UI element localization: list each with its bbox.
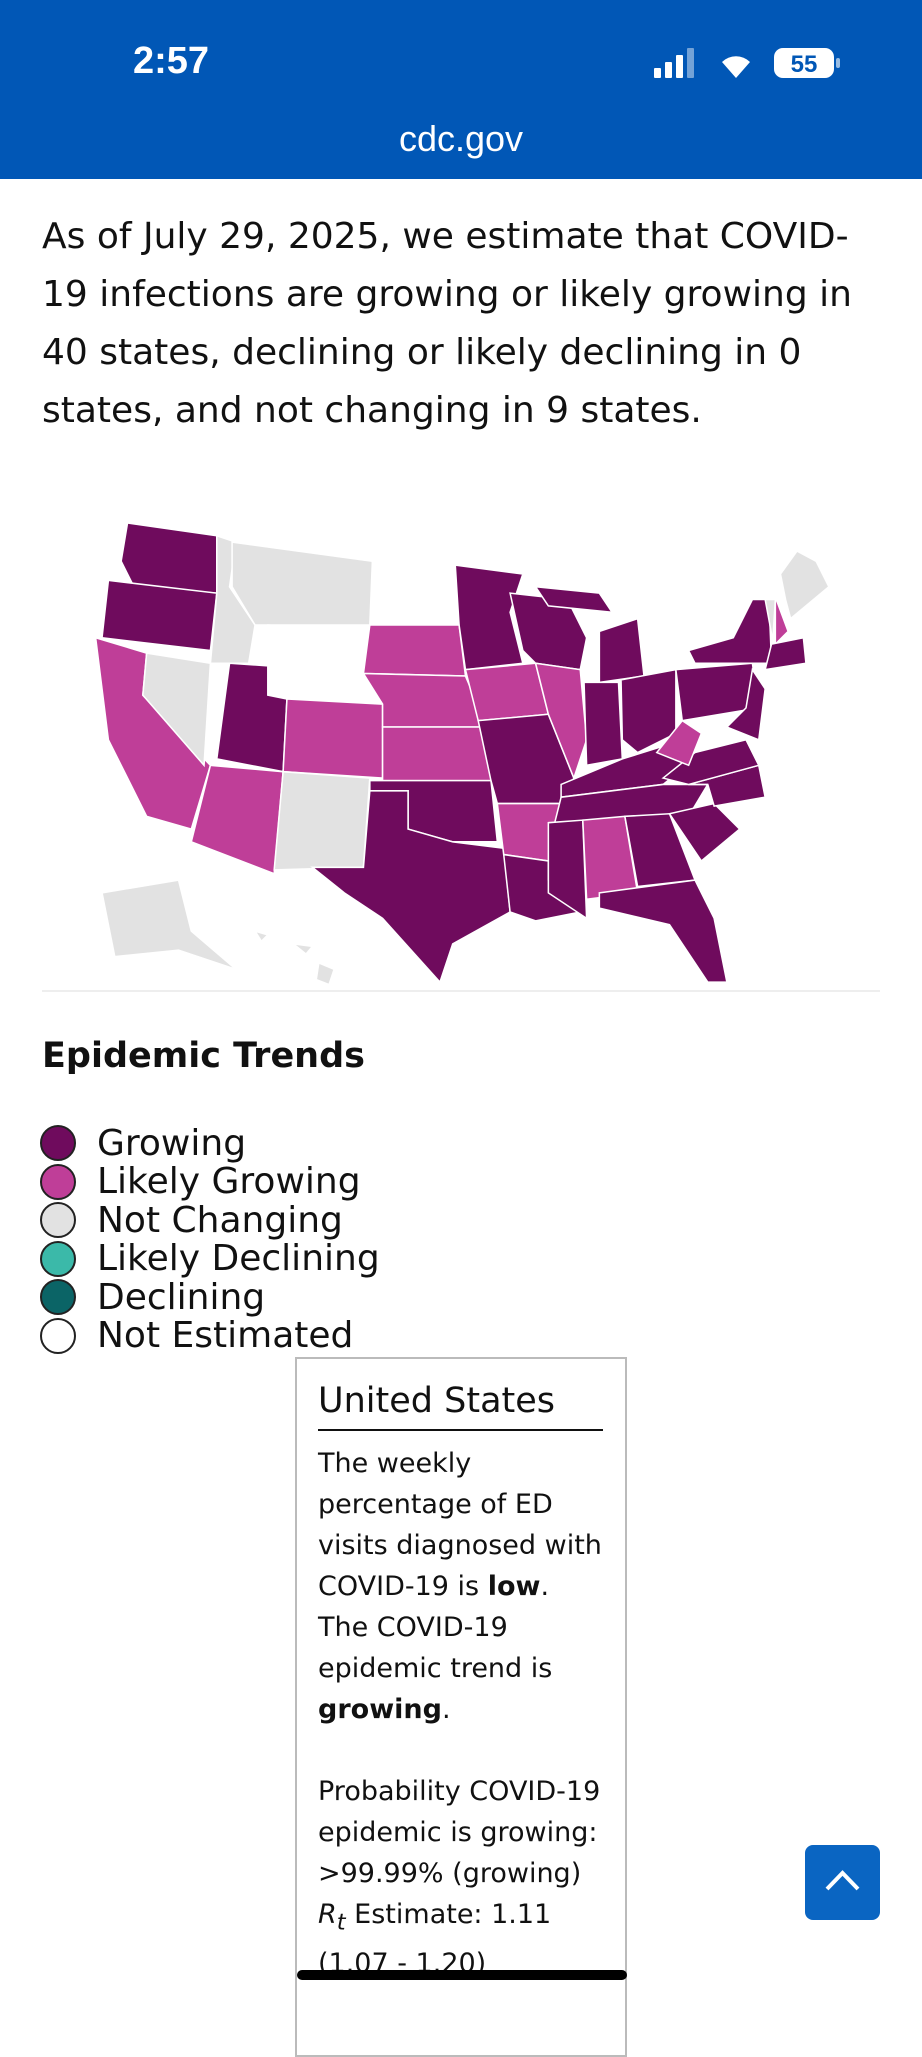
state[interactable] bbox=[142, 652, 212, 768]
divider bbox=[42, 990, 880, 992]
state[interactable] bbox=[779, 550, 830, 621]
legend-label: Likely Growing bbox=[97, 1161, 361, 1203]
legend-swatch bbox=[40, 1279, 76, 1316]
home-indicator bbox=[297, 1970, 627, 1980]
state[interactable] bbox=[655, 719, 703, 767]
tooltip-rt: Rt Estimate: 1.11 bbox=[318, 1894, 603, 1943]
battery-level: 55 bbox=[791, 51, 818, 78]
state[interactable] bbox=[282, 698, 384, 779]
legend-title: Epidemic Trends bbox=[42, 1036, 365, 1076]
legend-label: Not Estimated bbox=[97, 1315, 354, 1357]
tooltip: United States The weekly percentage of E… bbox=[295, 1357, 627, 2057]
text: . bbox=[441, 1694, 451, 1725]
legend-label: Declining bbox=[97, 1276, 266, 1318]
state[interactable] bbox=[315, 961, 336, 986]
legend-swatch bbox=[40, 1202, 76, 1239]
text: The weekly percentage of ED visits diagn… bbox=[318, 1448, 602, 1602]
state[interactable] bbox=[583, 681, 624, 767]
us-map bbox=[94, 522, 830, 986]
scroll-top-button[interactable] bbox=[805, 1845, 880, 1920]
state[interactable] bbox=[534, 585, 614, 614]
state[interactable] bbox=[310, 790, 511, 984]
state[interactable] bbox=[120, 522, 218, 594]
legend-label: Growing bbox=[97, 1122, 247, 1164]
legend-item: Likely Growing bbox=[40, 1161, 380, 1203]
rt-subscript: t bbox=[336, 1909, 346, 1936]
legend-swatch bbox=[40, 1317, 76, 1354]
legend-swatch bbox=[40, 1163, 76, 1200]
legend-item: Declining bbox=[40, 1276, 380, 1318]
state[interactable] bbox=[547, 819, 588, 920]
level: low bbox=[487, 1571, 541, 1602]
state[interactable] bbox=[273, 770, 371, 871]
state[interactable] bbox=[668, 802, 741, 863]
legend-item: Not Estimated bbox=[40, 1315, 380, 1357]
clock: 2:57 bbox=[133, 40, 210, 82]
text: . The COVID-19 epidemic trend is bbox=[318, 1571, 553, 1684]
legend-item: Not Changing bbox=[40, 1199, 380, 1241]
state[interactable] bbox=[381, 726, 492, 782]
browser-header: 2:57 55 cdc.gov bbox=[0, 0, 922, 179]
state[interactable] bbox=[369, 560, 460, 626]
state[interactable] bbox=[231, 541, 374, 626]
state[interactable] bbox=[190, 764, 284, 875]
legend-label: Not Changing bbox=[97, 1199, 343, 1241]
state[interactable] bbox=[101, 579, 218, 652]
intro-text: As of July 29, 2025, we estimate that CO… bbox=[42, 216, 852, 431]
legend: Growing Likely Growing Not Changing Likely … bbox=[40, 1122, 380, 1357]
state[interactable] bbox=[290, 942, 314, 956]
legend-item: Growing bbox=[40, 1122, 380, 1164]
tooltip-probability: Probability COVID-19 epidemic is growing… bbox=[318, 1776, 601, 1889]
rt-estimate: Estimate: 1.11 bbox=[345, 1899, 552, 1930]
state[interactable] bbox=[362, 624, 467, 677]
state[interactable] bbox=[464, 662, 550, 722]
legend-label: Likely Declining bbox=[97, 1238, 380, 1280]
trend: growing bbox=[318, 1694, 442, 1725]
state[interactable] bbox=[620, 668, 677, 754]
states bbox=[94, 522, 830, 986]
tooltip-summary: The weekly percentage of ED visits diagn… bbox=[318, 1443, 603, 1730]
legend-item: Likely Declining bbox=[40, 1238, 380, 1280]
status-icons: 55 bbox=[654, 48, 840, 78]
state[interactable] bbox=[764, 636, 807, 671]
state[interactable] bbox=[267, 624, 371, 703]
legend-swatch bbox=[40, 1240, 76, 1277]
state[interactable] bbox=[534, 662, 588, 781]
rt-symbol: R bbox=[318, 1899, 337, 1930]
state[interactable] bbox=[454, 564, 524, 671]
state[interactable] bbox=[253, 929, 270, 943]
url[interactable]: cdc.gov bbox=[398, 118, 524, 159]
state[interactable] bbox=[774, 596, 789, 647]
state[interactable] bbox=[598, 879, 728, 983]
tooltip-title: United States bbox=[318, 1381, 603, 1431]
legend-swatch bbox=[40, 1125, 76, 1162]
chevron-icon bbox=[825, 1870, 860, 1891]
state[interactable] bbox=[725, 667, 766, 741]
state[interactable] bbox=[101, 879, 237, 971]
state[interactable] bbox=[764, 598, 777, 641]
state[interactable] bbox=[687, 598, 773, 665]
state[interactable] bbox=[598, 617, 645, 684]
